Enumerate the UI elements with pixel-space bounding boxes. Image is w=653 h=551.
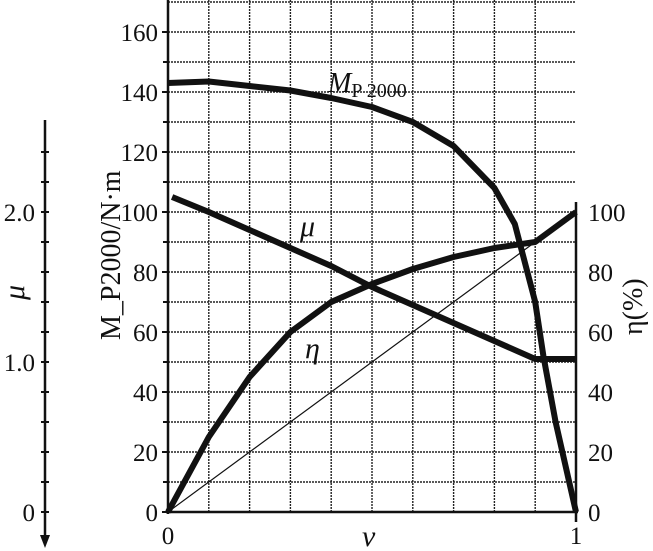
mu-tick-label: 2.0 [4, 200, 35, 227]
series-line-eta [165, 209, 578, 514]
grid [168, 0, 576, 512]
y-tick-label: 120 [121, 140, 159, 167]
y-tick-label: 40 [133, 380, 158, 407]
labels: ν M_P2000/N·m η(%) μ MP 2000 μ η [0, 68, 649, 551]
mu-tick-label: 1.0 [4, 350, 35, 377]
series-line-reference [167, 211, 577, 513]
series-line-m_p2000 [167, 78, 579, 513]
y-tick-label: 140 [121, 80, 159, 107]
mu-axis-label: μ [0, 285, 31, 301]
series-label-eta: η [305, 332, 320, 365]
y-tick-label: 160 [121, 20, 159, 47]
series-label-mu: μ [299, 210, 315, 243]
right-tick-label: 0 [588, 500, 601, 527]
x-tick-label: 0 [162, 523, 175, 550]
right-tick-label: 100 [588, 200, 626, 227]
right-tick-label: 80 [588, 260, 613, 287]
right-tick-label: 40 [588, 380, 613, 407]
right-tick-label: 20 [588, 440, 613, 467]
axes: 0 20 40 60 80 100 120 140 160 0 20 40 60 80 100 0 1.0 2.0… [4, 0, 626, 550]
y-tick-label: 100 [121, 200, 159, 227]
x-axis-label: ν [362, 520, 376, 551]
x-tick-label: 1 [570, 523, 583, 550]
mu-tick-label: 0 [23, 500, 36, 527]
series-label-m: MP 2000 [327, 68, 407, 102]
mu-axis-arrow [40, 535, 50, 548]
curves [165, 78, 579, 514]
y-tick-label: 80 [133, 260, 158, 287]
right-tick-label: 60 [588, 320, 613, 347]
y-axis-label-right: η(%) [618, 278, 649, 335]
y-tick-label: 0 [146, 500, 159, 527]
y-tick-label: 60 [133, 320, 158, 347]
y-tick-label: 20 [133, 440, 158, 467]
y-axis-label-left: M_P2000/N·m [96, 170, 127, 340]
